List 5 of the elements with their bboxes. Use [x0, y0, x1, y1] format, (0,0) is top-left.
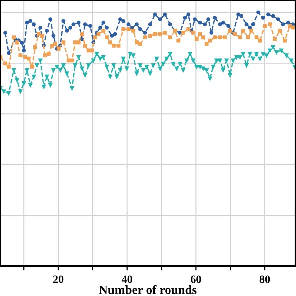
x-tick-label: 20 [53, 276, 64, 284]
x-tick-label: 40 [122, 276, 132, 284]
x-tick-label: 80 [260, 276, 270, 284]
x-tick-label: 60 [191, 276, 202, 284]
x-axis-title: Number of rounds [99, 285, 197, 294]
